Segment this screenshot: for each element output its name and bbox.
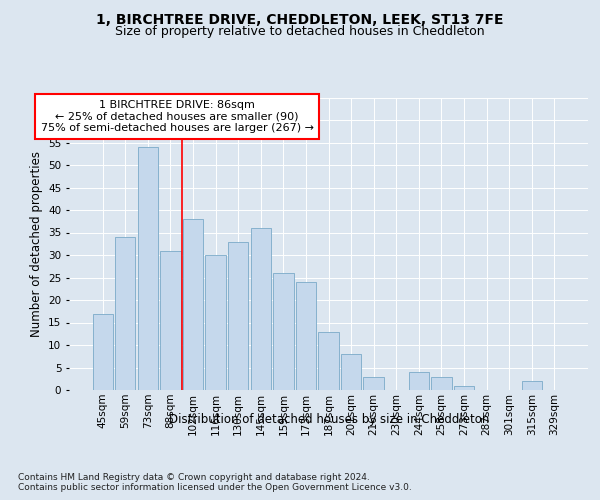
Bar [273, 273, 293, 390]
Text: Contains HM Land Registry data © Crown copyright and database right 2024.
Contai: Contains HM Land Registry data © Crown c… [18, 472, 412, 492]
Text: 1, BIRCHTREE DRIVE, CHEDDLETON, LEEK, ST13 7FE: 1, BIRCHTREE DRIVE, CHEDDLETON, LEEK, ST… [96, 12, 504, 26]
Bar [296, 282, 316, 390]
Bar [205, 255, 226, 390]
Bar [138, 147, 158, 390]
Y-axis label: Number of detached properties: Number of detached properties [29, 151, 43, 337]
Bar [115, 237, 136, 390]
Text: Size of property relative to detached houses in Cheddleton: Size of property relative to detached ho… [115, 25, 485, 38]
Text: Distribution of detached houses by size in Cheddleton: Distribution of detached houses by size … [169, 412, 489, 426]
Bar [341, 354, 361, 390]
Bar [92, 314, 113, 390]
Bar [251, 228, 271, 390]
Bar [183, 219, 203, 390]
Bar [228, 242, 248, 390]
Bar [454, 386, 474, 390]
Bar [160, 250, 181, 390]
Bar [521, 381, 542, 390]
Text: 1 BIRCHTREE DRIVE: 86sqm
← 25% of detached houses are smaller (90)
75% of semi-d: 1 BIRCHTREE DRIVE: 86sqm ← 25% of detach… [41, 100, 314, 133]
Bar [319, 332, 338, 390]
Bar [409, 372, 429, 390]
Bar [364, 376, 384, 390]
Bar [431, 376, 452, 390]
